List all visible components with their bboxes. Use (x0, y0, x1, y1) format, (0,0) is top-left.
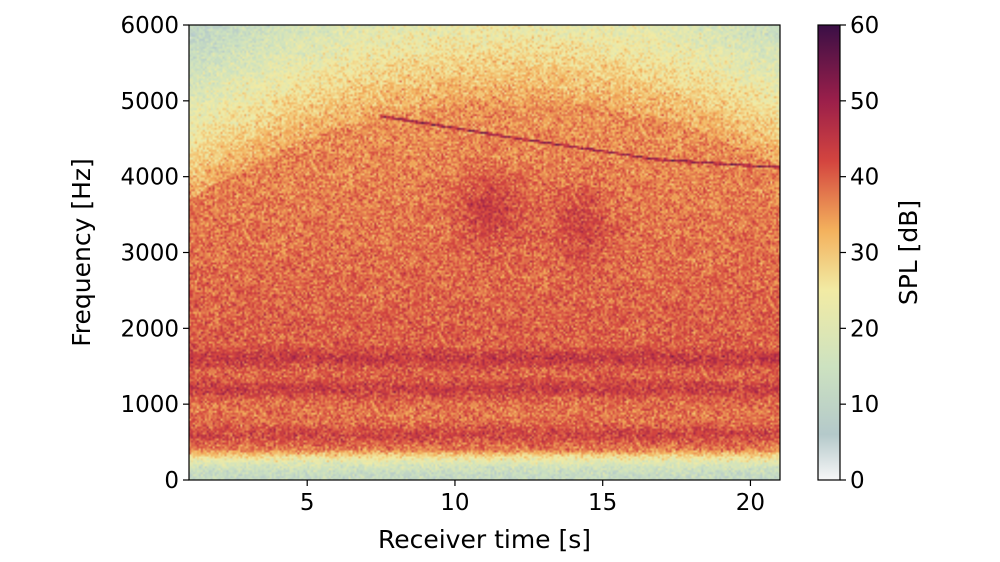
colorbar-tick-label: 40 (850, 165, 879, 191)
y-tick-label: 1000 (120, 392, 179, 418)
y-tick-label: 0 (164, 468, 179, 494)
colorbar-label: SPL [dB] (894, 200, 923, 305)
plot-area (188, 24, 781, 481)
y-tick-label: 5000 (120, 89, 179, 115)
y-tick-label: 2000 (120, 316, 179, 342)
colorbar-tick-label: 30 (850, 241, 879, 267)
colorbar-tick-label: 50 (850, 89, 879, 115)
x-tick-label: 15 (588, 490, 617, 516)
y-axis-label: Frequency [Hz] (67, 158, 96, 347)
colorbar-fill (818, 25, 840, 480)
x-tick-label: 20 (736, 490, 765, 516)
y-tick-label: 4000 (120, 165, 179, 191)
colorbar-tick-label: 0 (850, 468, 865, 494)
y-axis: 0 1000 2000 3000 4000 5000 6000 (120, 13, 189, 494)
x-axis: 5 10 15 20 (300, 480, 765, 516)
colorbar-tick-label: 60 (850, 13, 879, 39)
spectrogram-heatmap (189, 25, 780, 480)
colorbar-tick-label: 20 (850, 316, 879, 342)
x-tick-label: 5 (300, 490, 315, 516)
colorbar: 0 10 20 30 40 50 60 SPL [dB] (817, 13, 923, 494)
x-tick-label: 10 (440, 490, 469, 516)
x-axis-label: Receiver time [s] (378, 525, 591, 554)
y-tick-label: 6000 (120, 13, 179, 39)
y-tick-label: 3000 (120, 241, 179, 267)
colorbar-tick-label: 10 (850, 392, 879, 418)
colorbar-ticks: 0 10 20 30 40 50 60 (840, 13, 879, 494)
